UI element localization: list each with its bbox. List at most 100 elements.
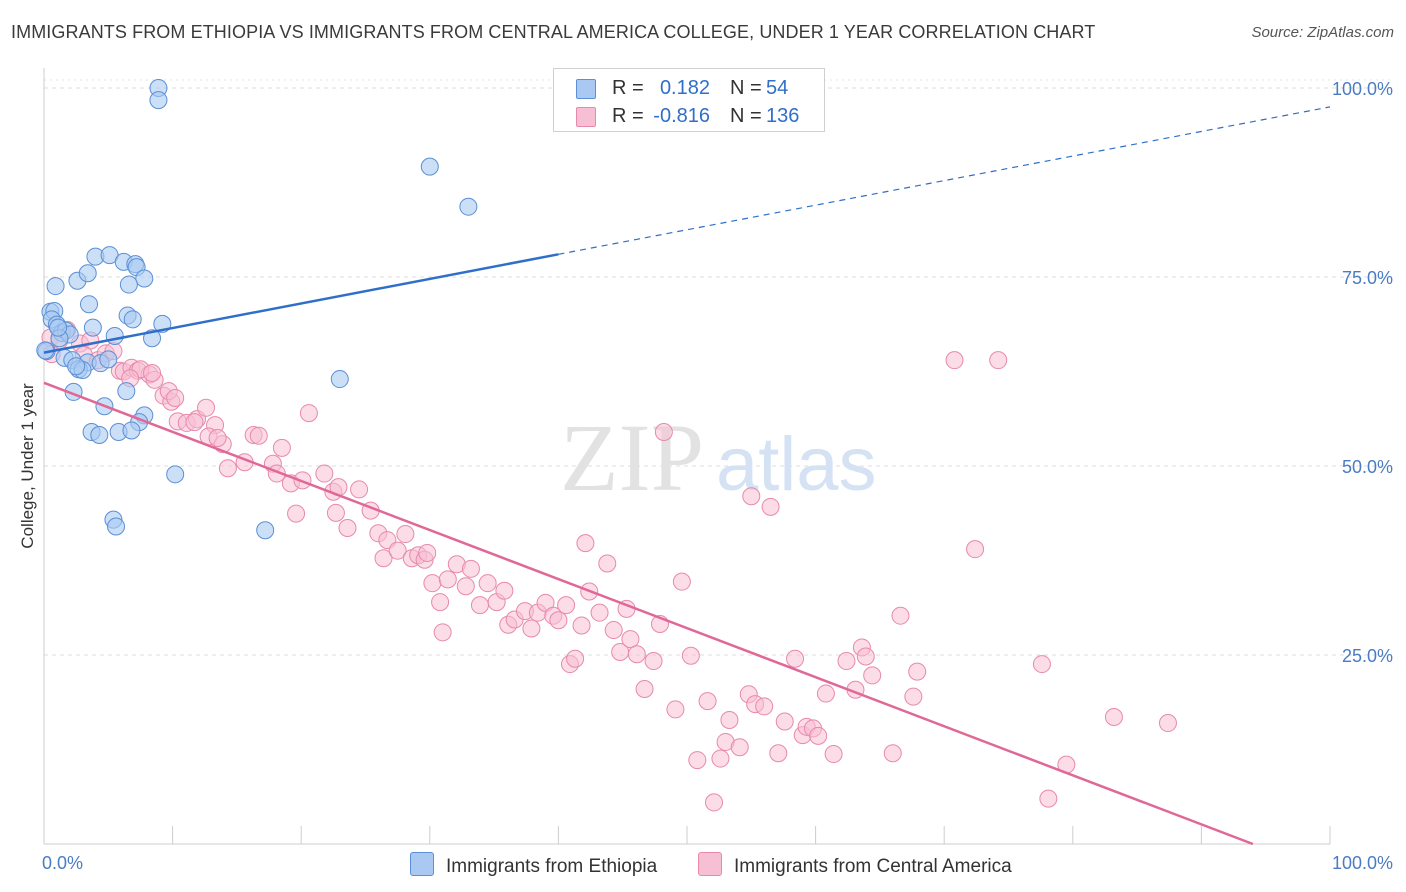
- n-label: N =: [730, 77, 762, 99]
- ethiopia-point: [149, 91, 168, 110]
- central-america-point: [438, 570, 457, 589]
- central-america-point: [891, 606, 910, 625]
- central-america-n-value: 136: [766, 105, 800, 127]
- central-america-point: [185, 413, 204, 432]
- central-america-point: [1104, 707, 1123, 726]
- x-tick-label-min: 0.0%: [42, 853, 83, 873]
- central-america-point: [604, 621, 623, 640]
- central-america-point: [635, 680, 654, 699]
- central-america-point: [809, 726, 828, 745]
- central-america-point: [566, 649, 585, 668]
- central-america-point: [208, 429, 227, 448]
- tick-labels: 25.0% 50.0% 75.0% 100.0% 0.0% 100.0%: [42, 79, 1393, 873]
- source-label: Source: ZipAtlas.com: [1251, 24, 1394, 41]
- central-america-point: [824, 745, 843, 764]
- ethiopia-point: [166, 465, 185, 484]
- central-america-point: [197, 398, 216, 417]
- ethiopia-point: [135, 269, 154, 288]
- central-america-point: [621, 630, 640, 649]
- ethiopia-trendline-extension: [558, 106, 1331, 255]
- n-label: N =: [730, 105, 762, 127]
- y-tick-label: 75.0%: [1342, 268, 1393, 288]
- central-america-point: [1039, 789, 1058, 808]
- central-america-point: [350, 480, 369, 499]
- central-america-point: [742, 487, 761, 506]
- ethiopia-point: [123, 310, 142, 329]
- central-america-point: [945, 351, 964, 370]
- ethiopia-point: [67, 357, 86, 376]
- central-america-trendline: [43, 381, 1254, 846]
- ethiopia-n-value: 54: [766, 77, 789, 99]
- ethiopia-point: [107, 517, 126, 536]
- central-america-point: [143, 364, 162, 383]
- legend-label-ethiopia: Immigrants from Ethiopia: [446, 856, 658, 877]
- central-america-point: [720, 711, 739, 730]
- central-america-point: [730, 738, 749, 757]
- central-america-point: [431, 593, 450, 612]
- central-america-point: [576, 534, 595, 553]
- central-america-point: [705, 793, 724, 812]
- central-america-point: [549, 611, 568, 630]
- central-america-point: [761, 497, 780, 516]
- central-america-point: [338, 518, 357, 537]
- central-america-point: [272, 438, 291, 457]
- ethiopia-r-value: 0.182: [659, 77, 710, 99]
- central-america-point: [698, 692, 717, 711]
- central-america-point: [837, 652, 856, 671]
- central-america-point: [388, 541, 407, 560]
- legend-swatch-ethiopia: [410, 852, 434, 876]
- trendlines: [43, 106, 1331, 846]
- ethiopia-point: [330, 370, 349, 389]
- central-america-point: [1032, 655, 1051, 674]
- ethiopia-point: [46, 277, 65, 296]
- central-america-point: [966, 540, 985, 559]
- central-america-point: [627, 645, 646, 664]
- ethiopia-point: [90, 426, 109, 445]
- central-america-point: [166, 388, 185, 407]
- central-america-point: [863, 666, 882, 685]
- y-tick-label: 100.0%: [1332, 79, 1393, 99]
- watermark-atlas: atlas: [716, 422, 877, 507]
- legend-item-ethiopia[interactable]: Immigrants from Ethiopia: [410, 852, 657, 878]
- central-america-point: [755, 697, 774, 716]
- central-america-point: [374, 549, 393, 568]
- central-america-point: [495, 581, 514, 600]
- central-america-r-value: -0.816: [653, 105, 710, 127]
- x-tick-label-max: 100.0%: [1332, 853, 1393, 873]
- ethiopia-trendline: [43, 253, 559, 354]
- ethiopia-point: [83, 318, 102, 337]
- central-america-point: [433, 623, 452, 642]
- central-america-point: [461, 559, 480, 578]
- central-america-point: [557, 596, 576, 615]
- central-america-point: [287, 504, 306, 523]
- central-america-point: [681, 646, 700, 665]
- central-america-point: [666, 700, 685, 719]
- watermark-zip: ZIP: [560, 404, 704, 511]
- legend-item-central-america[interactable]: Immigrants from Central America: [698, 852, 1012, 878]
- ethiopia-swatch: [576, 79, 596, 99]
- ethiopia-point: [99, 350, 118, 369]
- central-america-point: [769, 744, 788, 763]
- ethiopia-point: [420, 157, 439, 176]
- central-america-swatch: [576, 107, 596, 127]
- central-america-point: [989, 351, 1008, 370]
- central-america-point: [644, 652, 663, 671]
- central-america-point: [816, 684, 835, 703]
- central-america-point: [654, 422, 673, 441]
- stats-box: R = 0.182 N = 54 R = -0.816 N = 136: [553, 68, 825, 132]
- central-america-point: [775, 712, 794, 731]
- y-tick-label: 25.0%: [1342, 646, 1393, 666]
- axes: [43, 68, 1331, 845]
- ethiopia-point: [122, 421, 141, 440]
- ethiopia-point: [80, 295, 99, 314]
- ethiopia-point: [256, 521, 275, 540]
- central-america-point: [572, 616, 591, 635]
- central-america-point: [590, 603, 609, 622]
- watermark: ZIP atlas: [560, 404, 877, 511]
- ethiopia-point: [105, 326, 124, 345]
- central-america-points: [41, 320, 1177, 812]
- legend-label-central-america: Immigrants from Central America: [734, 856, 1012, 877]
- central-america-point: [786, 649, 805, 668]
- central-america-point: [1158, 714, 1177, 733]
- ethiopia-point: [117, 382, 136, 401]
